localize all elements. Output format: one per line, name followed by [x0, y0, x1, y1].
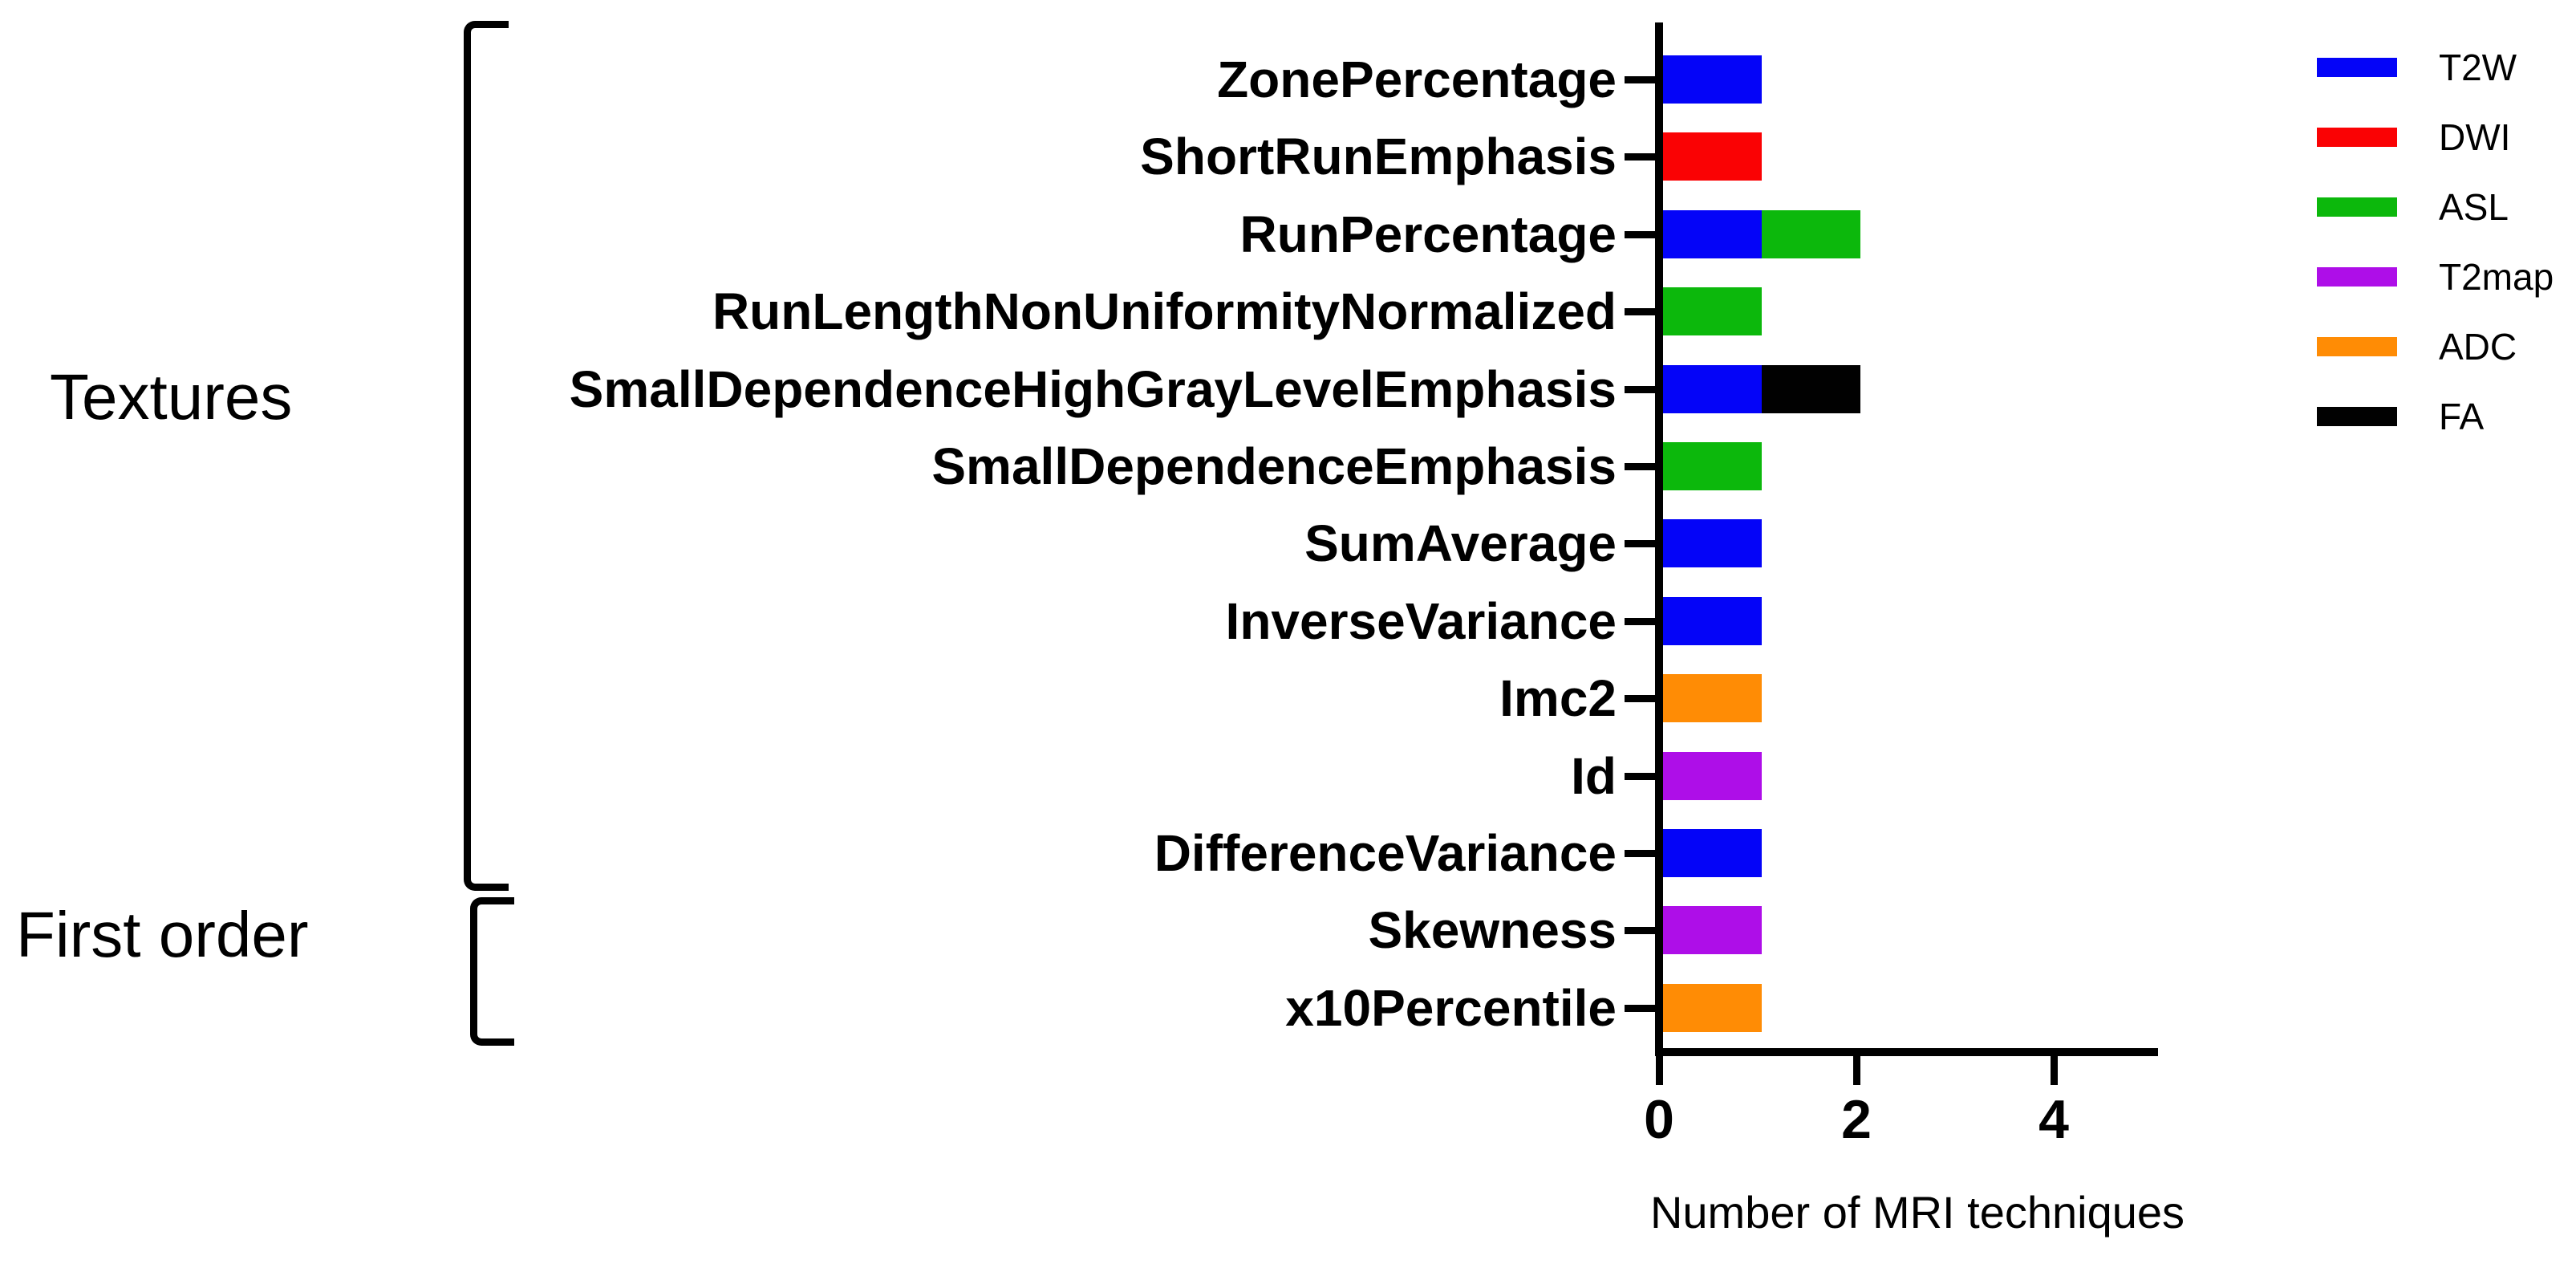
bar-segment-ASL	[1663, 442, 1762, 490]
legend-label: FA	[2439, 396, 2485, 437]
x-tick-mark	[1852, 1052, 1860, 1085]
legend-label: T2W	[2439, 47, 2517, 88]
bar-segment-T2W	[1663, 829, 1762, 877]
bar-segment-ADC	[1663, 674, 1762, 723]
bar-segment-T2W	[1663, 55, 1762, 104]
bar-stack	[1663, 829, 1762, 877]
legend-item-T2map: T2map	[2317, 256, 2554, 298]
x-axis-title: Number of MRI techniques	[1649, 1187, 2185, 1238]
legend-label: T2map	[2439, 256, 2554, 298]
bar-segment-T2W	[1663, 596, 1762, 645]
category-tick-mark	[1625, 927, 1657, 935]
category-label: SumAverage	[1304, 514, 1617, 573]
bar-segment-ASL	[1663, 287, 1762, 336]
legend-swatch-FA	[2317, 407, 2397, 426]
bar-row: DifferenceVariance	[0, 815, 2576, 892]
bar-stack	[1663, 132, 1762, 181]
bar-row: InverseVariance	[0, 583, 2576, 660]
legend-swatch-DWI	[2317, 128, 2397, 147]
legend-label: ASL	[2439, 186, 2509, 228]
category-tick-mark	[1625, 153, 1657, 161]
bar-segment-T2W	[1663, 519, 1762, 568]
group-label-textures: Textures	[50, 361, 293, 433]
x-tick-label: 0	[1644, 1089, 1674, 1150]
legend-label: ADC	[2439, 326, 2517, 368]
x-tick-mark	[2050, 1052, 2058, 1085]
y-axis-line	[1655, 22, 1663, 1056]
legend-item-T2W: T2W	[2317, 47, 2517, 88]
legend-swatch-T2W	[2317, 58, 2397, 77]
category-label: x10Percentile	[1285, 978, 1617, 1037]
bar-segment-ADC	[1663, 983, 1762, 1032]
bar-row: Id	[0, 738, 2576, 815]
bar-stack	[1663, 596, 1762, 645]
category-tick-mark	[1625, 308, 1657, 316]
category-tick-mark	[1625, 385, 1657, 393]
x-tick-mark	[1655, 1052, 1663, 1085]
category-label: DifferenceVariance	[1154, 824, 1617, 882]
bar-row: ZonePercentage	[0, 41, 2576, 118]
category-tick-mark	[1625, 540, 1657, 548]
legend-label: DWI	[2439, 116, 2511, 158]
category-tick-mark	[1625, 772, 1657, 780]
category-label: ZonePercentage	[1217, 51, 1617, 108]
category-label: RunLengthNonUniformityNormalized	[712, 282, 1617, 341]
bar-row: Skewness	[0, 892, 2576, 969]
category-label: Id	[1571, 746, 1617, 805]
bar-row: ShortRunEmphasis	[0, 118, 2576, 195]
bar-row: RunPercentage	[0, 196, 2576, 273]
category-label: Imc2	[1499, 669, 1617, 728]
bar-stack	[1663, 442, 1762, 490]
bar-stack	[1663, 55, 1762, 104]
bar-segment-DWI	[1663, 132, 1762, 181]
category-tick-mark	[1625, 695, 1657, 703]
category-tick-mark	[1625, 76, 1657, 83]
bar-segment-T2W	[1663, 209, 1762, 258]
legend-item-FA: FA	[2317, 396, 2485, 437]
bar-row: SmallDependenceEmphasis	[0, 428, 2576, 505]
legend-item-DWI: DWI	[2317, 116, 2511, 158]
group-bracket-first-order	[470, 897, 514, 1046]
bar-stack	[1663, 287, 1762, 336]
bar-segment-T2W	[1663, 364, 1762, 413]
category-label: InverseVariance	[1225, 591, 1617, 650]
bar-row: Imc2	[0, 660, 2576, 737]
bar-row: x10Percentile	[0, 969, 2576, 1047]
category-label: ShortRunEmphasis	[1140, 128, 1617, 186]
bar-stack	[1663, 983, 1762, 1032]
bar-stack	[1663, 674, 1762, 723]
category-tick-mark	[1625, 230, 1657, 238]
category-tick-mark	[1625, 1004, 1657, 1012]
bar-row: RunLengthNonUniformityNormalized	[0, 273, 2576, 350]
bar-row: SumAverage	[0, 505, 2576, 582]
category-tick-mark	[1625, 617, 1657, 625]
category-label: Skewness	[1368, 901, 1617, 960]
bar-stack	[1663, 751, 1762, 800]
group-label-first-order: First order	[16, 899, 309, 970]
bar-stack	[1663, 519, 1762, 568]
legend-item-ASL: ASL	[2317, 186, 2509, 228]
bar-segment-FA	[1762, 364, 1860, 413]
category-label: SmallDependenceHighGrayLevelEmphasis	[569, 360, 1617, 418]
category-tick-mark	[1625, 850, 1657, 857]
bar-segment-T2map	[1663, 751, 1762, 800]
group-bracket-textures	[464, 21, 509, 891]
x-tick-label: 4	[2038, 1089, 2069, 1150]
bar-stack	[1663, 209, 1860, 258]
category-tick-mark	[1625, 463, 1657, 470]
x-tick-label: 2	[1841, 1089, 1872, 1150]
category-label: RunPercentage	[1239, 205, 1617, 263]
bar-segment-T2map	[1663, 906, 1762, 955]
legend-swatch-ASL	[2317, 197, 2397, 217]
category-label: SmallDependenceEmphasis	[931, 437, 1617, 495]
x-axis-line	[1655, 1048, 2158, 1056]
bar-stack	[1663, 906, 1762, 955]
bar-segment-ASL	[1762, 209, 1860, 258]
legend-swatch-T2map	[2317, 267, 2397, 287]
bar-row: SmallDependenceHighGrayLevelEmphasis	[0, 351, 2576, 428]
legend-swatch-ADC	[2317, 337, 2397, 356]
legend-item-ADC: ADC	[2317, 326, 2517, 368]
bar-stack	[1663, 364, 1860, 413]
